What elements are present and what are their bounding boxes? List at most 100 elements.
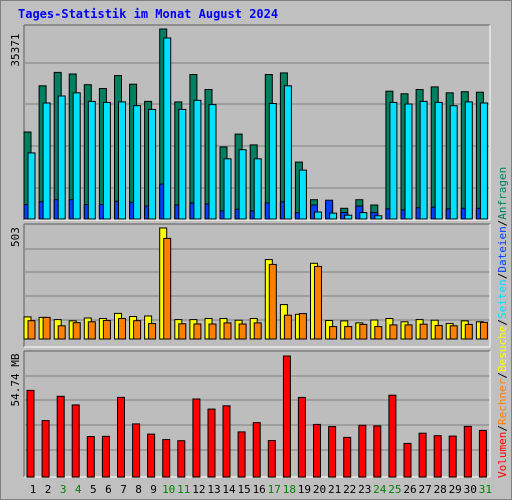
- legend-item-volumen: Volumen: [496, 432, 509, 478]
- bar-rechner-day-15: [238, 323, 247, 340]
- bar-volumen-day-28: [433, 435, 442, 478]
- bar-rechner-day-22: [344, 326, 353, 340]
- bar-volumen-day-22: [343, 436, 352, 478]
- bar-seiten-day-13: [208, 104, 217, 220]
- bar-seiten-day-24: [374, 215, 383, 220]
- legend-item-seiten: Seiten: [496, 279, 509, 319]
- bar-volumen-day-5: [86, 436, 95, 478]
- bar-seiten-day-9: [148, 108, 157, 220]
- bar-seiten-day-14: [223, 158, 232, 220]
- panel-volume-max-label: 54.74 MB: [9, 353, 22, 406]
- day-label-22: 22: [343, 483, 356, 496]
- bar-volumen-day-24: [373, 425, 382, 478]
- bar-volumen-day-27: [418, 432, 427, 478]
- legend-item-besuche: Besuche: [496, 326, 509, 372]
- day-label-16: 16: [253, 483, 266, 496]
- bar-volumen-day-14: [222, 405, 231, 478]
- bar-rechner-day-20: [314, 265, 322, 340]
- bar-seiten-day-7: [118, 101, 126, 220]
- bar-volumen-day-9: [147, 433, 156, 478]
- day-label-29: 29: [449, 483, 462, 496]
- bar-rechner-day-16: [253, 322, 262, 340]
- day-label-8: 8: [135, 483, 142, 496]
- bar-seiten-day-6: [102, 101, 111, 220]
- bar-seiten-day-1: [27, 152, 36, 220]
- bar-rechner-day-2: [42, 316, 51, 340]
- day-label-10: 10: [162, 483, 175, 496]
- bar-seiten-day-26: [404, 103, 413, 220]
- bar-rechner-day-14: [223, 322, 232, 340]
- bar-volumen-day-30: [463, 425, 472, 478]
- legend-separator: /: [496, 372, 509, 379]
- legend-separator: /: [496, 220, 509, 227]
- bar-volumen-day-20: [313, 423, 321, 478]
- bar-seiten-day-4: [72, 92, 81, 220]
- legend-separator: /: [496, 425, 509, 432]
- bar-volumen-day-25: [388, 394, 397, 478]
- day-label-6: 6: [105, 483, 112, 496]
- day-label-11: 11: [177, 483, 190, 496]
- day-label-30: 30: [464, 483, 477, 496]
- bar-volumen-day-4: [71, 404, 80, 478]
- bar-rechner-day-9: [148, 323, 157, 340]
- bar-seiten-day-25: [389, 101, 398, 220]
- bar-rechner-day-6: [102, 320, 111, 340]
- panel-requests-max-label: 35371: [9, 33, 22, 66]
- bar-rechner-day-11: [178, 323, 187, 340]
- day-label-15: 15: [237, 483, 250, 496]
- bar-seiten-day-29: [449, 105, 458, 220]
- bar-volumen-day-3: [56, 395, 65, 478]
- day-label-9: 9: [150, 483, 157, 496]
- legend-item-anfragen: Anfragen: [496, 167, 509, 220]
- day-label-14: 14: [222, 483, 236, 496]
- bar-rechner-day-18: [283, 314, 292, 340]
- bar-rechner-day-27: [419, 323, 428, 340]
- bar-rechner-day-10: [163, 237, 172, 340]
- day-label-25: 25: [388, 483, 401, 496]
- bar-seiten-day-19: [298, 169, 307, 220]
- day-label-31: 31: [479, 483, 492, 496]
- bar-volumen-day-6: [101, 435, 110, 478]
- bar-volumen-day-2: [41, 420, 50, 478]
- bar-volumen-day-21: [328, 426, 337, 478]
- bar-seiten-day-16: [253, 158, 262, 220]
- legend-separator: /: [496, 319, 509, 326]
- bar-rechner-day-30: [464, 323, 473, 340]
- day-label-3: 3: [60, 483, 67, 496]
- day-label-27: 27: [418, 483, 431, 496]
- bar-rechner-day-3: [57, 325, 66, 340]
- day-label-18: 18: [283, 483, 296, 496]
- bar-seiten-day-18: [283, 85, 292, 220]
- panel-visits-max-label: 503: [9, 227, 22, 247]
- bar-volumen-day-1: [26, 389, 35, 478]
- bar-seiten-day-10: [163, 37, 172, 220]
- day-label-7: 7: [120, 483, 127, 496]
- chart-title: Tages-Statistik im Monat August 2024: [18, 7, 279, 21]
- day-label-1: 1: [30, 483, 37, 496]
- bar-rechner-day-29: [449, 325, 458, 340]
- bar-rechner-day-8: [133, 320, 142, 340]
- day-label-26: 26: [403, 483, 416, 496]
- day-label-20: 20: [313, 483, 326, 496]
- day-label-21: 21: [328, 483, 341, 496]
- bar-volumen-day-11: [177, 440, 186, 478]
- bar-seiten-day-3: [57, 95, 66, 220]
- day-label-19: 19: [298, 483, 311, 496]
- bar-rechner-day-28: [434, 325, 443, 340]
- bar-volumen-day-19: [297, 396, 306, 478]
- bar-seiten-day-30: [464, 101, 473, 220]
- bar-volumen-day-13: [207, 408, 216, 478]
- bar-volumen-day-29: [448, 435, 457, 478]
- day-label-5: 5: [90, 483, 97, 496]
- bar-rechner-day-7: [118, 318, 126, 340]
- bar-rechner-day-13: [208, 323, 217, 340]
- bar-rechner-day-23: [359, 323, 368, 340]
- legend-item-rechner: Rechner: [496, 378, 509, 425]
- bar-seiten-day-5: [87, 100, 96, 220]
- bar-seiten-day-21: [329, 212, 338, 220]
- bar-rechner-day-17: [268, 263, 277, 340]
- bar-seiten-day-12: [193, 99, 202, 220]
- day-label-28: 28: [434, 483, 447, 496]
- bar-rechner-day-19: [298, 313, 307, 340]
